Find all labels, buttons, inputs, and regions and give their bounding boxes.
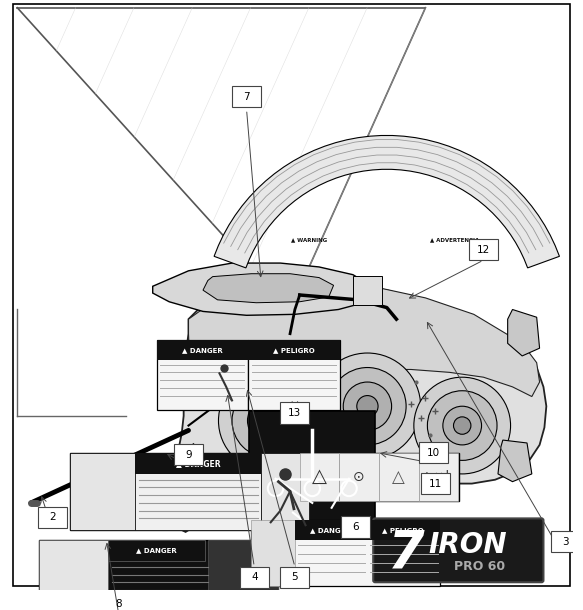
Polygon shape [214, 135, 560, 268]
Text: 7: 7 [243, 92, 250, 102]
Bar [108, 540, 205, 561]
Bar [300, 453, 459, 501]
Bar [69, 453, 135, 530]
Circle shape [314, 353, 420, 459]
Text: 4: 4 [251, 572, 258, 583]
Bar [157, 340, 248, 410]
Polygon shape [153, 263, 373, 315]
Text: 13: 13 [288, 408, 301, 418]
Bar [280, 403, 310, 423]
Bar [367, 520, 440, 540]
Text: 10: 10 [427, 448, 440, 458]
Text: ▲ DANGER: ▲ DANGER [176, 459, 220, 468]
Bar [251, 520, 295, 586]
Bar [135, 453, 261, 474]
Text: △: △ [392, 468, 405, 486]
Text: ▲ ADVERTENCIA: ▲ ADVERTENCIA [430, 237, 479, 242]
Circle shape [259, 411, 279, 431]
Polygon shape [498, 440, 532, 482]
Bar [38, 507, 66, 528]
Bar [339, 453, 379, 501]
Bar [38, 540, 279, 610]
Circle shape [248, 400, 290, 442]
Text: 3: 3 [563, 537, 569, 547]
FancyBboxPatch shape [373, 518, 543, 582]
Text: ▲ DANGER: ▲ DANGER [310, 527, 351, 533]
Circle shape [443, 406, 482, 445]
Bar [69, 453, 310, 530]
Bar [420, 473, 449, 494]
Circle shape [357, 395, 378, 417]
Text: ▲ WARNING: ▲ WARNING [292, 237, 328, 242]
Polygon shape [508, 309, 540, 356]
Text: ▲ PELIGRO: ▲ PELIGRO [382, 527, 424, 533]
Bar [240, 567, 269, 588]
Bar [38, 540, 108, 610]
Bar [135, 453, 261, 530]
Text: IRON: IRON [429, 531, 507, 559]
Text: 9: 9 [185, 450, 192, 459]
Text: △: △ [311, 467, 326, 486]
Bar [174, 444, 203, 465]
Circle shape [343, 382, 392, 431]
Bar [250, 411, 375, 527]
Bar [157, 340, 248, 360]
Bar [248, 340, 340, 410]
Text: ⊙: ⊙ [353, 470, 364, 484]
Circle shape [219, 370, 319, 471]
Text: ▲ DANGER: ▲ DANGER [182, 347, 222, 353]
Circle shape [414, 377, 511, 474]
Bar [251, 520, 440, 586]
Text: ↔: ↔ [432, 470, 444, 484]
Text: 2: 2 [49, 512, 55, 522]
Bar [419, 442, 448, 463]
Text: 8: 8 [115, 600, 122, 609]
Circle shape [232, 384, 305, 458]
Bar [419, 453, 458, 501]
Polygon shape [188, 281, 540, 401]
Bar [232, 86, 261, 107]
Text: 6: 6 [353, 522, 359, 532]
Text: ▲ PELIGRO: ▲ PELIGRO [273, 347, 315, 353]
Bar [300, 453, 339, 501]
Circle shape [454, 417, 471, 434]
Circle shape [427, 391, 497, 461]
Text: ▲ DANGER: ▲ DANGER [136, 547, 177, 553]
Bar [379, 453, 419, 501]
Text: 12: 12 [477, 245, 490, 254]
Bar [469, 239, 498, 260]
Bar [341, 517, 370, 538]
Bar [353, 276, 382, 304]
Bar [551, 531, 580, 552]
Bar [248, 340, 340, 360]
Text: 7: 7 [388, 527, 424, 580]
Text: 5: 5 [292, 572, 298, 583]
Bar [280, 567, 310, 588]
Text: 11: 11 [429, 479, 442, 489]
Polygon shape [169, 482, 195, 527]
Bar [295, 520, 367, 540]
Bar [104, 594, 134, 610]
Polygon shape [203, 274, 333, 303]
Polygon shape [172, 281, 546, 532]
Circle shape [329, 368, 406, 445]
Text: PRO 60: PRO 60 [454, 560, 505, 573]
Text: |: | [444, 470, 449, 484]
Bar [208, 540, 279, 610]
Bar [261, 453, 310, 530]
